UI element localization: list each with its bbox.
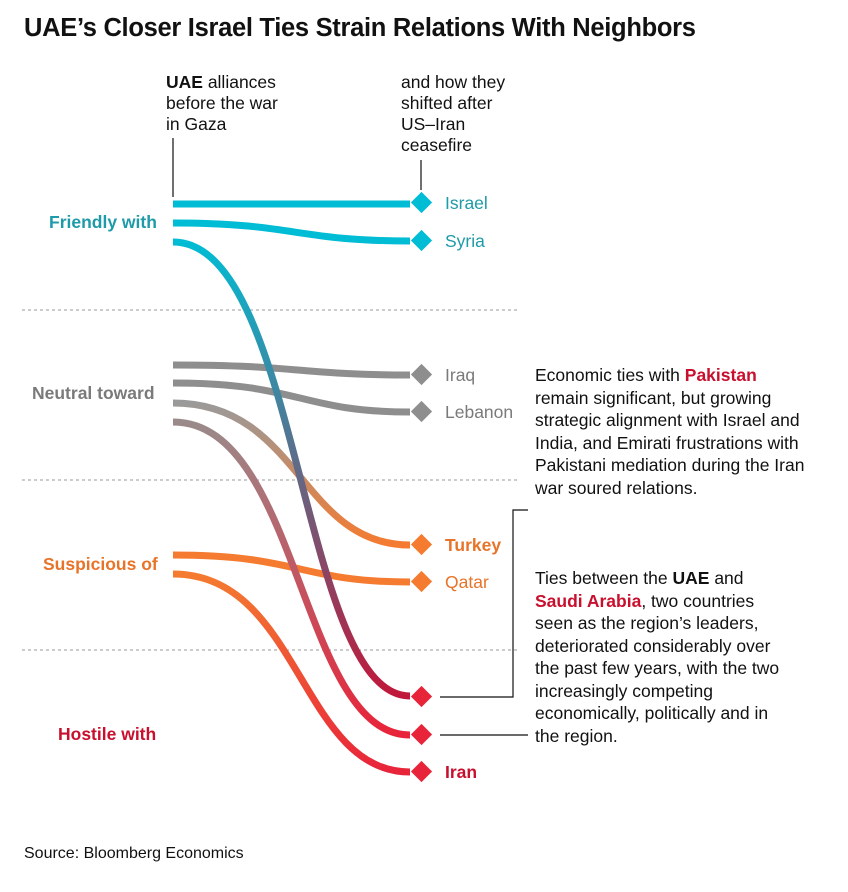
before-header: UAE alliances before the war in Gaza — [166, 72, 278, 135]
lebanon-diamond — [410, 400, 433, 423]
flow-syria — [172, 219, 411, 245]
syria-diamond — [410, 229, 433, 252]
category-suspicious: Suspicious of — [43, 554, 158, 574]
pakistan-note-c: remain significant, but growing strategi… — [535, 387, 805, 498]
saudi-note-e: , two countries seen as the region’s lea… — [535, 590, 780, 746]
saudi-note: Ties between the UAE and Saudi Arabia, t… — [535, 567, 795, 747]
flow-saudi — [172, 418, 411, 739]
pakistan-connector — [440, 509, 528, 698]
target-lebanon: Lebanon — [445, 402, 514, 422]
flow-turkey — [172, 399, 411, 549]
category-friendly: Friendly with — [49, 212, 157, 232]
flow-pakistan — [172, 238, 411, 700]
after-header-line3: US–Iran — [401, 114, 466, 134]
target-iraq: Iraq — [445, 365, 476, 385]
after-header-line2: shifted after — [401, 93, 493, 113]
after-header-line1: and how they — [401, 72, 506, 92]
flow-iraq — [172, 361, 411, 379]
saudi-note-a: Ties between the — [535, 568, 673, 588]
source-note: Source: Bloomberg Economics — [24, 845, 244, 862]
target-turkey: Turkey — [445, 535, 502, 555]
target-iran: Iran — [445, 762, 478, 782]
pakistan-note-country: Pakistan — [684, 365, 757, 385]
uae-bold: UAE — [166, 72, 203, 92]
pakistan-note: Economic ties with Pakistan remain signi… — [535, 364, 810, 499]
iran-diamond — [410, 760, 433, 783]
before-header-line2: before the war — [166, 93, 278, 113]
chart-title: UAE’s Closer Israel Ties Strain Relation… — [24, 14, 696, 42]
after-header: and how they shifted after US–Iran cease… — [401, 72, 505, 156]
category-hostile: Hostile with — [58, 724, 157, 744]
turkey-diamond — [410, 533, 433, 556]
pakistan-diamond — [410, 685, 433, 708]
flow-iran — [172, 570, 411, 776]
after-header-line4: ceasefire — [401, 135, 473, 155]
qatar-diamond — [410, 570, 433, 593]
target-syria: Syria — [445, 231, 485, 251]
pakistan-note-a: Economic ties with — [535, 365, 685, 385]
target-israel: Israel — [445, 193, 488, 213]
iraq-diamond — [410, 363, 433, 386]
flow-qatar — [172, 551, 411, 586]
before-header-line1: alliances — [202, 72, 276, 92]
before-header-line3: in Gaza — [166, 114, 227, 134]
israel-diamond — [410, 191, 433, 214]
flow-lebanon — [172, 379, 411, 416]
saudi-diamond — [410, 723, 433, 746]
saudi-note-c: and — [709, 568, 744, 588]
target-qatar: Qatar — [445, 572, 489, 592]
category-neutral: Neutral toward — [32, 383, 155, 403]
saudi-note-uae: UAE — [672, 568, 710, 588]
saudi-note-country: Saudi Arabia — [535, 590, 642, 611]
